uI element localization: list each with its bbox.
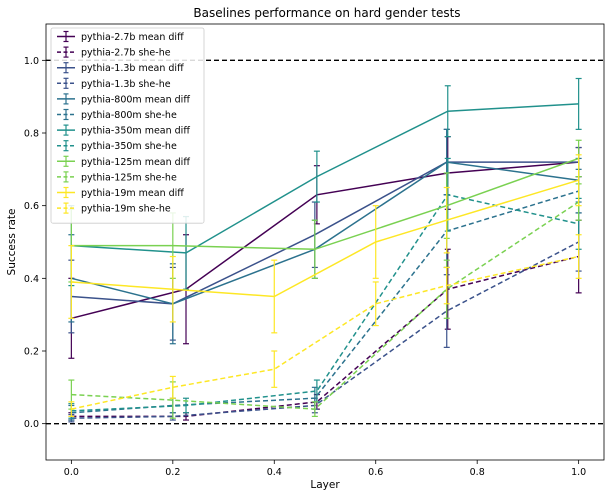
x-tick-label: 0.4 — [267, 467, 282, 478]
legend-item: pythia-350m she-he — [57, 140, 177, 152]
y-tick-label: 1.0 — [24, 56, 39, 67]
x-axis: 0.0 0.2 0.4 0.6 0.8 1.0 — [64, 460, 586, 478]
y-tick-label: 0.2 — [24, 347, 39, 358]
legend-label: pythia-19m she-he — [81, 204, 171, 215]
series-line — [71, 255, 579, 410]
legend-item: pythia-19m she-he — [57, 202, 171, 215]
legend-label: pythia-2.7b mean diff — [81, 32, 184, 43]
series-10 — [68, 154, 582, 334]
series-line — [71, 179, 579, 298]
legend-label: pythia-350m mean diff — [81, 126, 190, 137]
chart-title: Baselines performance on hard gender tes… — [193, 6, 460, 20]
legend-label: pythia-19m mean diff — [81, 188, 184, 199]
legend-label: pythia-2.7b she-he — [81, 48, 171, 59]
legend-label: pythia-1.3b she-he — [81, 79, 171, 90]
y-tick-label: 0.0 — [24, 419, 39, 430]
legend-item: pythia-125m mean diff — [57, 155, 190, 168]
legend-item: pythia-19m mean diff — [57, 186, 184, 199]
y-tick-label: 0.8 — [24, 129, 39, 140]
legend-item: pythia-350m mean diff — [57, 124, 190, 137]
legend-item: pythia-800m she-he — [57, 108, 177, 121]
y-axis-label: Success rate — [6, 209, 18, 276]
legend-label: pythia-350m she-he — [81, 141, 177, 152]
legend: pythia-2.7b mean diff pythia-2.7b she-he p… — [50, 27, 205, 224]
x-axis-label: Layer — [310, 479, 340, 491]
legend-label: pythia-125m mean diff — [81, 157, 190, 168]
legend-label: pythia-800m mean diff — [81, 94, 190, 105]
legend-item: pythia-2.7b mean diff — [57, 30, 184, 43]
y-tick-label: 0.6 — [24, 201, 39, 212]
legend-item: pythia-2.7b she-he — [57, 46, 171, 59]
x-tick-label: 0.0 — [64, 467, 79, 478]
legend-item: pythia-800m mean diff — [57, 93, 190, 105]
legend-label: pythia-1.3b mean diff — [81, 63, 184, 74]
series-line — [71, 193, 579, 412]
legend-label: pythia-125m she-he — [81, 172, 177, 183]
plot-frame — [45, 23, 605, 461]
series-11 — [68, 234, 582, 417]
legend-item: pythia-1.3b she-he — [57, 77, 171, 90]
x-tick-label: 0.8 — [470, 467, 485, 478]
y-tick-label: 0.4 — [24, 274, 39, 285]
legend-label: pythia-800m she-he — [81, 110, 177, 121]
legend-box — [50, 27, 205, 224]
x-tick-label: 0.6 — [368, 467, 383, 478]
x-tick-label: 0.2 — [165, 467, 180, 478]
legend-item: pythia-1.3b mean diff — [57, 62, 184, 74]
legend-item: pythia-125m she-he — [57, 171, 177, 183]
y-axis: 0.0 0.2 0.4 0.6 0.8 1.0 — [24, 56, 46, 430]
x-tick-label: 1.0 — [571, 467, 586, 478]
